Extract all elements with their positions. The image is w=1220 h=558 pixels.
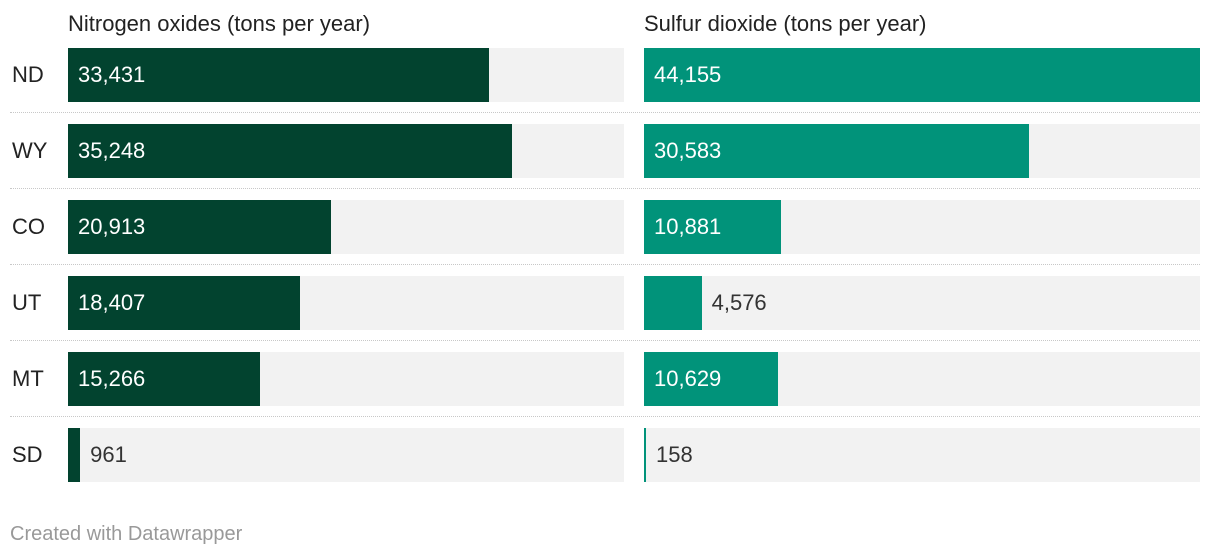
row-label-sd: SD — [12, 442, 43, 467]
bar-sd-1 — [68, 428, 81, 482]
row-label-mt: MT — [12, 366, 44, 391]
value-label: 15,266 — [78, 366, 146, 391]
bar-track: 33,431 — [68, 48, 624, 102]
value-label: 18,407 — [78, 290, 146, 315]
row-separator — [10, 188, 1200, 189]
row-label-nd: ND — [12, 62, 44, 87]
bar-track: 10,881 — [644, 200, 1200, 254]
row-separator — [10, 340, 1200, 341]
bar-nd-1 — [68, 48, 489, 102]
value-label: 33,431 — [78, 62, 146, 87]
row-label-wy: WY — [12, 138, 48, 163]
value-label: 10,629 — [654, 366, 722, 391]
bar-track: 4,576 — [644, 276, 1200, 330]
value-label: 35,248 — [78, 138, 146, 163]
panel-title-2: Sulfur dioxide (tons per year) — [644, 11, 927, 36]
value-label: 961 — [90, 442, 127, 467]
credit-text: Created with Datawrapper — [10, 523, 243, 545]
bar-track: 44,155 — [644, 48, 1200, 102]
bar-track: 158 — [644, 428, 1200, 482]
value-label: 30,583 — [654, 138, 722, 163]
bar-co-1 — [68, 200, 332, 254]
bar-ut-1 — [68, 276, 300, 330]
bar-track: 30,583 — [644, 124, 1200, 178]
row-separator — [10, 112, 1200, 113]
bar-wy-2 — [644, 124, 1030, 178]
bar-track: 18,407 — [68, 276, 624, 330]
value-label: 10,881 — [654, 214, 722, 239]
value-label: 20,913 — [78, 214, 146, 239]
bar-track: 35,248 — [68, 124, 624, 178]
row-separator — [10, 416, 1200, 417]
bar-mt-1 — [68, 352, 261, 406]
bar-sd-2 — [644, 428, 646, 482]
bar-nd-2 — [644, 48, 1200, 102]
bar-track: 961 — [68, 428, 624, 482]
bar-track: 20,913 — [68, 200, 624, 254]
value-label: 158 — [655, 442, 693, 467]
bar-track: 15,266 — [68, 352, 624, 406]
row-label-co: CO — [12, 214, 45, 239]
bar-co-2 — [644, 200, 781, 254]
value-label: 4,576 — [711, 290, 767, 315]
row-label-ut: UT — [12, 290, 42, 315]
bar-track: 10,629 — [644, 352, 1200, 406]
bar-ut-2 — [644, 276, 702, 330]
value-label: 44,155 — [654, 62, 722, 87]
bar-wy-1 — [68, 124, 512, 178]
row-separator — [10, 264, 1200, 265]
panel-title-1: Nitrogen oxides (tons per year) — [68, 11, 371, 36]
bar-mt-2 — [644, 352, 778, 406]
